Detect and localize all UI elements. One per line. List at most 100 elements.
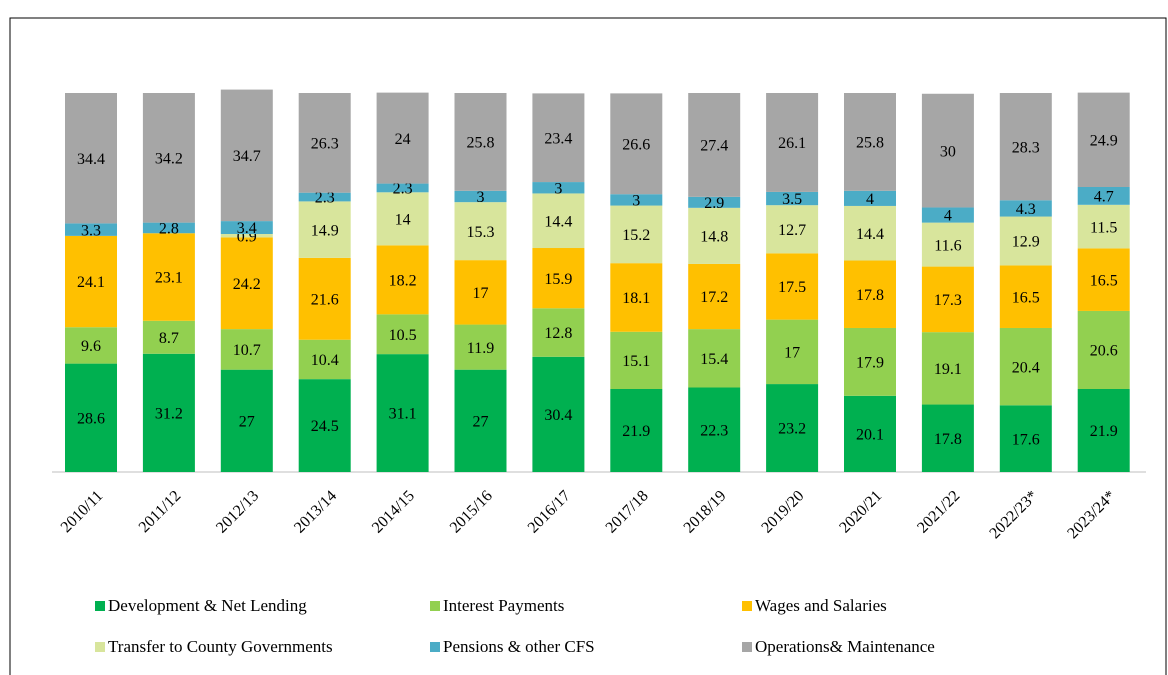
x-tick-label: 2013/14 — [291, 487, 340, 536]
data-label: 27 — [473, 414, 489, 431]
data-label: 3.5 — [782, 191, 802, 208]
data-label: 2.3 — [393, 181, 413, 198]
bar-segment — [532, 193, 585, 249]
bar-segment — [298, 379, 351, 472]
bar-segment — [65, 327, 117, 364]
data-label: 12.9 — [1012, 234, 1040, 251]
data-label: 3 — [632, 193, 640, 210]
data-label: 14.4 — [544, 213, 572, 230]
bar-segment — [376, 314, 429, 355]
bar-segment — [766, 205, 819, 254]
bar-segment — [688, 93, 741, 197]
legend-swatch — [742, 642, 752, 652]
x-tick-label: 2011/12 — [136, 487, 185, 536]
legend-swatch — [430, 642, 440, 652]
bar-segment — [298, 339, 351, 380]
data-label: 9.6 — [81, 338, 101, 355]
bar-segment — [921, 332, 974, 405]
x-tick-label: 2020/21 — [836, 487, 885, 536]
bar-segment — [688, 196, 741, 208]
bar-segment — [220, 237, 273, 330]
bar-segment — [532, 93, 585, 183]
data-label: 15.1 — [622, 353, 650, 370]
data-label: 2.9 — [704, 195, 724, 212]
bar-segment — [376, 92, 429, 184]
bar-segment — [1077, 204, 1130, 249]
legend-swatch — [95, 601, 105, 611]
data-label: 21.6 — [311, 291, 339, 308]
bar-segment — [766, 384, 819, 472]
data-label: 30 — [940, 143, 956, 160]
data-label: 17.6 — [1012, 431, 1040, 448]
bar-segment — [532, 356, 585, 472]
bar-segment — [844, 327, 896, 396]
x-tick-label: 2010/11 — [58, 487, 107, 536]
bar-segment — [298, 93, 351, 193]
data-label: 14.4 — [856, 226, 884, 243]
x-tick-label: 2014/15 — [369, 487, 418, 536]
bar-segment — [999, 405, 1052, 472]
chart-border — [9, 17, 1167, 675]
x-tick-label: 2023/24* — [1064, 487, 1119, 542]
data-label: 28.3 — [1012, 139, 1040, 156]
data-label: 27 — [239, 414, 255, 431]
bar-segment — [688, 207, 741, 264]
data-label: 14.9 — [311, 222, 339, 239]
legend-label: Operations& Maintenance — [755, 637, 935, 656]
data-label: 12.7 — [778, 222, 806, 239]
x-tick-label: 2018/19 — [681, 487, 730, 536]
bar-segment — [220, 89, 273, 222]
bar-segment — [454, 202, 507, 261]
bar-segment — [376, 183, 429, 193]
bar-segment — [220, 369, 273, 472]
bar-segment — [298, 201, 351, 258]
data-label: 20.4 — [1012, 359, 1040, 376]
data-label: 23.2 — [778, 421, 806, 438]
bar-segment — [220, 233, 273, 238]
x-tick-label: 2015/16 — [447, 487, 496, 536]
bar-segment — [1077, 92, 1130, 187]
data-label: 10.7 — [233, 342, 261, 359]
bar-segment — [610, 93, 663, 195]
legend-label: Transfer to County Governments — [108, 637, 333, 656]
legend-label: Interest Payments — [443, 596, 564, 615]
bar-segment — [532, 248, 585, 309]
bar-segment — [532, 308, 585, 357]
data-label: 17.2 — [700, 289, 728, 306]
bar-segment — [999, 216, 1052, 266]
bar-segment — [844, 190, 896, 206]
data-label: 31.2 — [155, 406, 183, 423]
bar-segment — [610, 263, 663, 332]
data-label: 19.1 — [934, 361, 962, 378]
legend-swatch — [742, 601, 752, 611]
bar-segment — [766, 253, 819, 320]
data-label: 10.4 — [311, 352, 339, 369]
bar-segment — [688, 263, 741, 330]
bar-segment — [921, 207, 974, 223]
data-label: 23.4 — [544, 130, 572, 147]
bar-segment — [1077, 248, 1130, 311]
data-label: 20.6 — [1090, 343, 1118, 360]
legend-swatch — [430, 601, 440, 611]
bar-segment — [454, 190, 507, 203]
data-label: 20.1 — [856, 427, 884, 444]
bar-segment — [454, 260, 507, 325]
bar-segment — [1077, 388, 1130, 472]
data-label: 25.8 — [467, 135, 495, 152]
data-label: 23.1 — [155, 270, 183, 287]
bar-segment — [142, 233, 195, 321]
bar-segment — [921, 222, 974, 267]
data-label: 24.1 — [77, 274, 105, 291]
legend-label: Pensions & other CFS — [443, 637, 595, 656]
data-label: 25.8 — [856, 135, 884, 152]
data-label: 3.4 — [237, 220, 257, 237]
data-label: 8.7 — [159, 330, 179, 347]
bar-segment — [766, 93, 819, 192]
bar-segment — [376, 245, 429, 315]
x-tick-label: 2021/22 — [914, 487, 963, 536]
bar-segment — [65, 93, 117, 224]
data-label: 24.9 — [1090, 132, 1118, 149]
bar-segment — [1077, 186, 1130, 205]
x-tick-label: 2019/20 — [758, 487, 807, 536]
